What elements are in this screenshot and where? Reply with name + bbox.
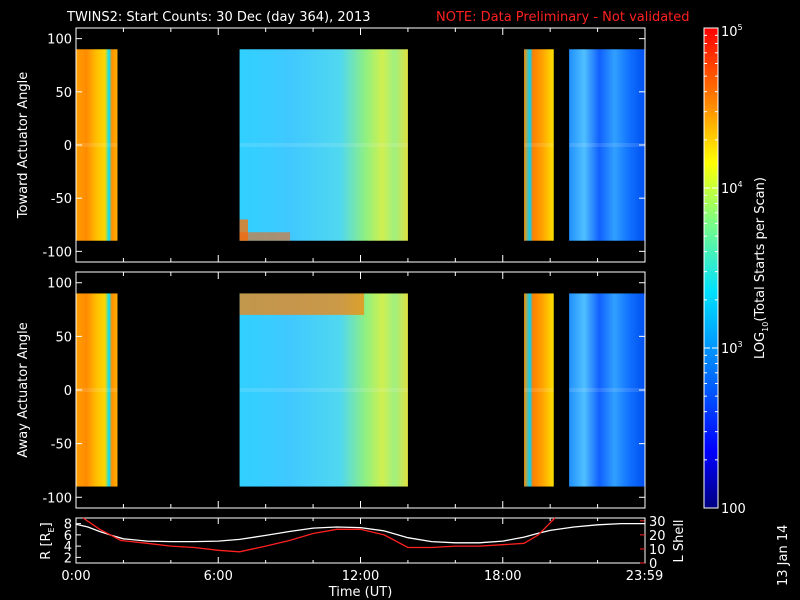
panel-frame: [75, 517, 646, 564]
y-axis-label-group: Toward Actuator Angle: [16, 72, 31, 219]
panel-away: -100 -50 0 50 100 Away Actuator Angle: [16, 271, 646, 509]
zero-band: [76, 143, 118, 147]
y-tick-label: 50: [55, 86, 72, 101]
y2-tick-label: 20: [649, 529, 666, 544]
colorbar-tick-exp: 3: [738, 340, 743, 349]
orbit-right-label: L Shell: [672, 519, 687, 562]
y-tick-label: 50: [55, 330, 72, 345]
orbit-left-label-close: ]: [39, 522, 54, 527]
colorbar-tick-base: 10: [721, 25, 738, 40]
date-stamp-text: 13 Jan 14: [776, 525, 791, 586]
zero-band: [239, 143, 408, 147]
y-axis-label: Away Actuator Angle: [16, 322, 31, 457]
orbit-left-label-main: R [R: [39, 532, 54, 559]
r-distance-line: [75, 522, 645, 544]
y-tick-label: 8: [64, 518, 72, 533]
zero-band: [569, 143, 645, 147]
y-tick-label: -100: [42, 491, 72, 506]
orbit-right-label-group: L Shell: [672, 519, 687, 562]
y2-tick-label: 10: [649, 543, 666, 558]
x-tick-label: 6:00: [204, 569, 233, 584]
heatmap-block: [524, 49, 554, 241]
y-tick-label: 100: [47, 277, 72, 292]
y-axis-label-group: Away Actuator Angle: [16, 322, 31, 457]
heatmap-block: [569, 293, 645, 487]
y-tick-label: 4: [64, 540, 72, 555]
colorbar-label-rest: (Total Starts per Scan): [753, 177, 768, 322]
y-tick-label: -50: [51, 438, 72, 453]
y-tick-label: 0: [64, 384, 72, 399]
y-tick-label: 6: [64, 529, 72, 544]
orbit-left-label-sub: E: [47, 527, 56, 532]
x-axis-label: Time (UT): [328, 585, 393, 600]
zero-band: [76, 388, 118, 392]
colorbar-tick-label: 103: [721, 340, 743, 357]
data-note: NOTE: Data Preliminary - Not validated: [436, 10, 690, 25]
colorbar-tick-base: 10: [721, 182, 738, 197]
date-stamp: 13 Jan 14: [776, 525, 791, 586]
y2-tick-label: 0: [649, 557, 657, 572]
orbit-left-label-group: R [RE]: [39, 522, 56, 559]
hot-edge: [239, 293, 365, 315]
x-tick-label: 12:00: [342, 569, 379, 584]
zero-band: [239, 388, 408, 392]
x-tick-label: 18:00: [484, 569, 521, 584]
hot-edge: [239, 219, 249, 241]
heatmap-block: [76, 293, 118, 487]
y-tick-label: 100: [47, 33, 72, 48]
x-tick-label: 0:00: [61, 569, 90, 584]
colorbar-tick-exp: 4: [738, 180, 743, 189]
colorbar-tick-exp: 5: [738, 23, 743, 32]
hot-edge: [239, 232, 291, 241]
heatmap-block: [524, 293, 554, 487]
y-tick-label: -100: [42, 245, 72, 260]
colorbar-label-main: LOG: [753, 332, 768, 359]
x-tick-label: 23:59: [626, 569, 663, 584]
heatmap-block: [239, 49, 408, 241]
orbit-left-label: R [RE]: [39, 522, 56, 559]
y-tick-label: 0: [64, 139, 72, 154]
chart-title: TWINS2: Start Counts: 30 Dec (day 364), …: [66, 10, 370, 25]
l-shell-line: [82, 517, 556, 553]
colorbar-tick-label: 104: [721, 180, 743, 197]
heatmap-block: [569, 49, 645, 241]
svg-text:LOG10(Total Starts per Scan): LOG10(Total Starts per Scan): [753, 177, 770, 359]
y-axis-label: Toward Actuator Angle: [16, 72, 31, 219]
colorbar-tick-label: 105: [721, 23, 743, 40]
heatmap-block: [76, 49, 118, 241]
colorbar-tick-label: 100: [721, 502, 746, 517]
y2-tick-label: 30: [649, 515, 666, 530]
colorbar-tick-base: 100: [721, 502, 746, 517]
zero-band: [569, 388, 645, 392]
zero-band: [524, 143, 554, 147]
colorbar: [703, 27, 719, 509]
heatmap-block: [239, 293, 408, 487]
panel-toward: -100 -50 0 50 100 Toward Actuator Angle: [16, 27, 646, 263]
colorbar-label-sub: 10: [761, 322, 770, 332]
colorbar-tick-base: 10: [721, 342, 738, 357]
zero-band: [524, 388, 554, 392]
colorbar-label: LOG10(Total Starts per Scan): [753, 177, 770, 359]
y-tick-label: 2: [64, 551, 72, 566]
y-tick-label: -50: [51, 192, 72, 207]
